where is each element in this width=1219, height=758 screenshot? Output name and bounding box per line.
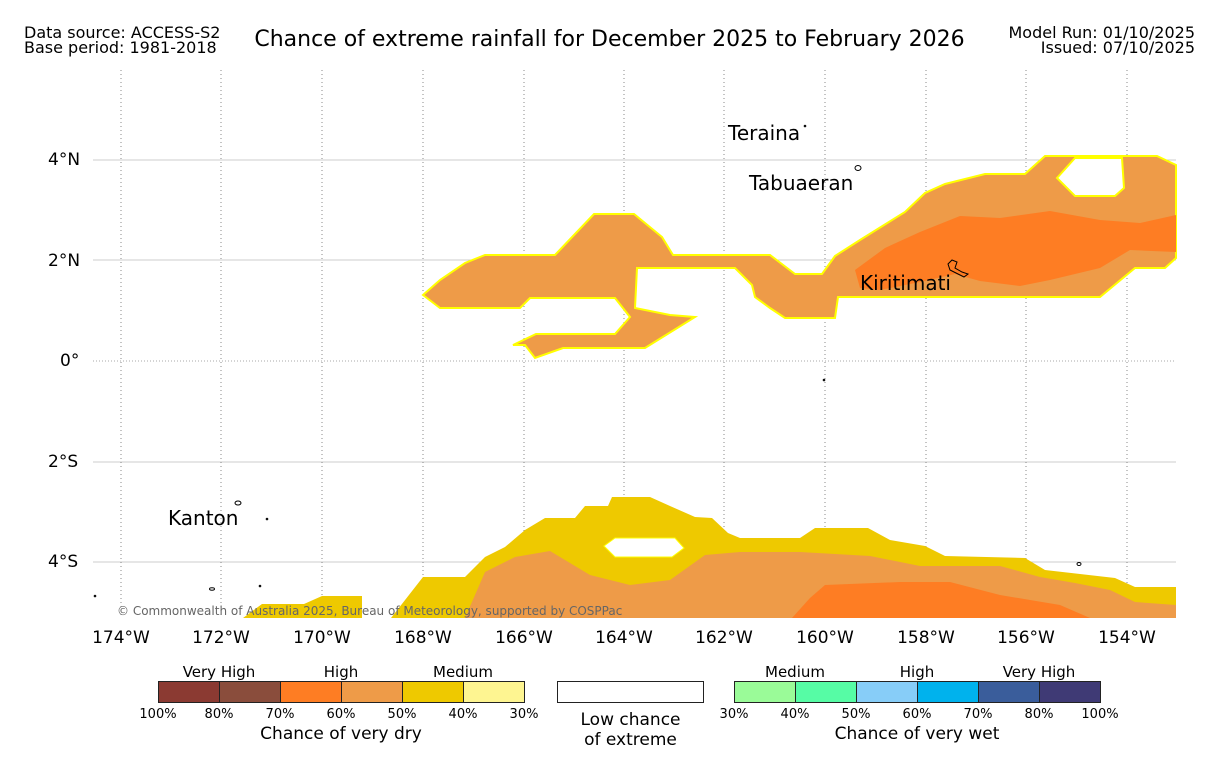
lon-label-172w: 172°W: [192, 628, 250, 648]
low-chance-hole-south: [603, 537, 685, 558]
legend-wet-tick: 80%: [1024, 707, 1054, 722]
model-run-label: Model Run: 01/10/2025: [1008, 23, 1196, 42]
islet-dot-4: [822, 378, 826, 382]
legend-wet-header-medium: Medium: [765, 663, 825, 681]
legend-dry-swatch-40-30: [463, 681, 525, 703]
lon-label-160w: 160°W: [796, 628, 854, 648]
legend-dry-tick: 100%: [139, 707, 177, 722]
islet-dot-3: [93, 594, 97, 598]
legend-dry-tick: 30%: [509, 707, 539, 722]
copyright-notice: © Commonwealth of Australia 2025, Bureau…: [117, 604, 623, 618]
lon-label-168w: 168°W: [394, 628, 452, 648]
legend-wet-swatch-80-100: [1039, 681, 1101, 703]
dry-high-region-core-north: [855, 211, 1176, 290]
legend-dry-swatch-70-60: [280, 681, 342, 703]
legend-wet-tick: 30%: [719, 707, 749, 722]
lat-label-4s: 4°S: [48, 552, 79, 572]
legend-dry-swatch-50-40: [402, 681, 464, 703]
islet-dot-5: [803, 124, 807, 128]
islet-east-outline: [1076, 562, 1082, 566]
legend-dry-swatch-100-80: [158, 681, 220, 703]
data-source-label: Data source: ACCESS-S2: [24, 23, 221, 42]
lon-label-158w: 158°W: [897, 628, 955, 648]
place-label-teraina: Teraina: [728, 121, 801, 145]
lon-label-164w: 164°W: [595, 628, 653, 648]
legend-wet-swatch-60-70: [917, 681, 979, 703]
lat-label-2s: 2°S: [48, 452, 79, 472]
legend-low-chance-line1: Low chance: [580, 710, 681, 730]
legend-dry-tick: 40%: [448, 707, 478, 722]
base-period-label: Base period: 1981-2018: [24, 38, 217, 57]
legend-wet-tick: 50%: [841, 707, 871, 722]
lat-label-2n: 2°N: [48, 251, 81, 271]
legend-wet-title: Chance of very wet: [834, 724, 1000, 744]
islet-west-outline: [209, 587, 215, 591]
lon-label-162w: 162°W: [695, 628, 753, 648]
lat-label-4n: 4°N: [48, 150, 81, 170]
legend-dry-tick: 50%: [387, 707, 417, 722]
dry-high-region-north: [421, 155, 1177, 360]
legend-dry-swatch-80-70: [219, 681, 281, 703]
lon-label-170w: 170°W: [293, 628, 351, 648]
legend-wet-tick: 40%: [780, 707, 810, 722]
lon-label-174w: 174°W: [92, 628, 150, 648]
lon-label-166w: 166°W: [495, 628, 553, 648]
legend-wet-tick: 70%: [963, 707, 993, 722]
lon-label-154w: 154°W: [1098, 628, 1156, 648]
place-label-tabuaeran: Tabuaeran: [749, 171, 854, 195]
legend-dry-swatch-60-50: [341, 681, 403, 703]
map-title: Chance of extreme rainfall for December …: [254, 27, 965, 52]
legend-wet-swatch-50-60: [856, 681, 918, 703]
lat-label-equator: 0°: [60, 351, 80, 371]
legend-dry-header-medium: Medium: [433, 663, 493, 681]
legend-dry-tick: 80%: [204, 707, 234, 722]
place-label-kanton: Kanton: [168, 506, 239, 530]
legend-dry-title: Chance of very dry: [260, 724, 422, 744]
islet-dot-1: [265, 517, 269, 521]
legend-wet-tick: 100%: [1081, 707, 1119, 722]
legend-wet-swatch-70-80: [978, 681, 1040, 703]
legend-dry-header-high: High: [323, 663, 359, 681]
islet-dot-2: [258, 584, 262, 588]
issued-label: Issued: 07/10/2025: [1040, 38, 1195, 57]
legend-dry-tick: 60%: [326, 707, 356, 722]
legend-dry-header-very-high: Very High: [182, 663, 256, 681]
legend-wet-header-high: High: [899, 663, 935, 681]
lon-label-156w: 156°W: [997, 628, 1055, 648]
legend-dry-tick: 70%: [265, 707, 295, 722]
dry-medium-region-south: [243, 596, 362, 618]
kiritimati-island-outline: [947, 259, 970, 278]
legend-wet-swatch-40-50: [795, 681, 857, 703]
legend-wet-swatch-30-40: [734, 681, 796, 703]
tabuaeran-island-outline: [854, 165, 862, 171]
legend-wet-header-very-high: Very High: [1002, 663, 1076, 681]
legend-low-chance-swatch: [557, 681, 704, 703]
low-chance-hole-north: [1055, 157, 1126, 197]
place-label-kiritimati: Kiritimati: [860, 271, 951, 295]
legend-low-chance-line2: of extreme: [584, 730, 677, 750]
kanton-island-outline: [234, 500, 242, 506]
legend-wet-tick: 60%: [902, 707, 932, 722]
dry-high-region-core-south: [792, 582, 1090, 618]
